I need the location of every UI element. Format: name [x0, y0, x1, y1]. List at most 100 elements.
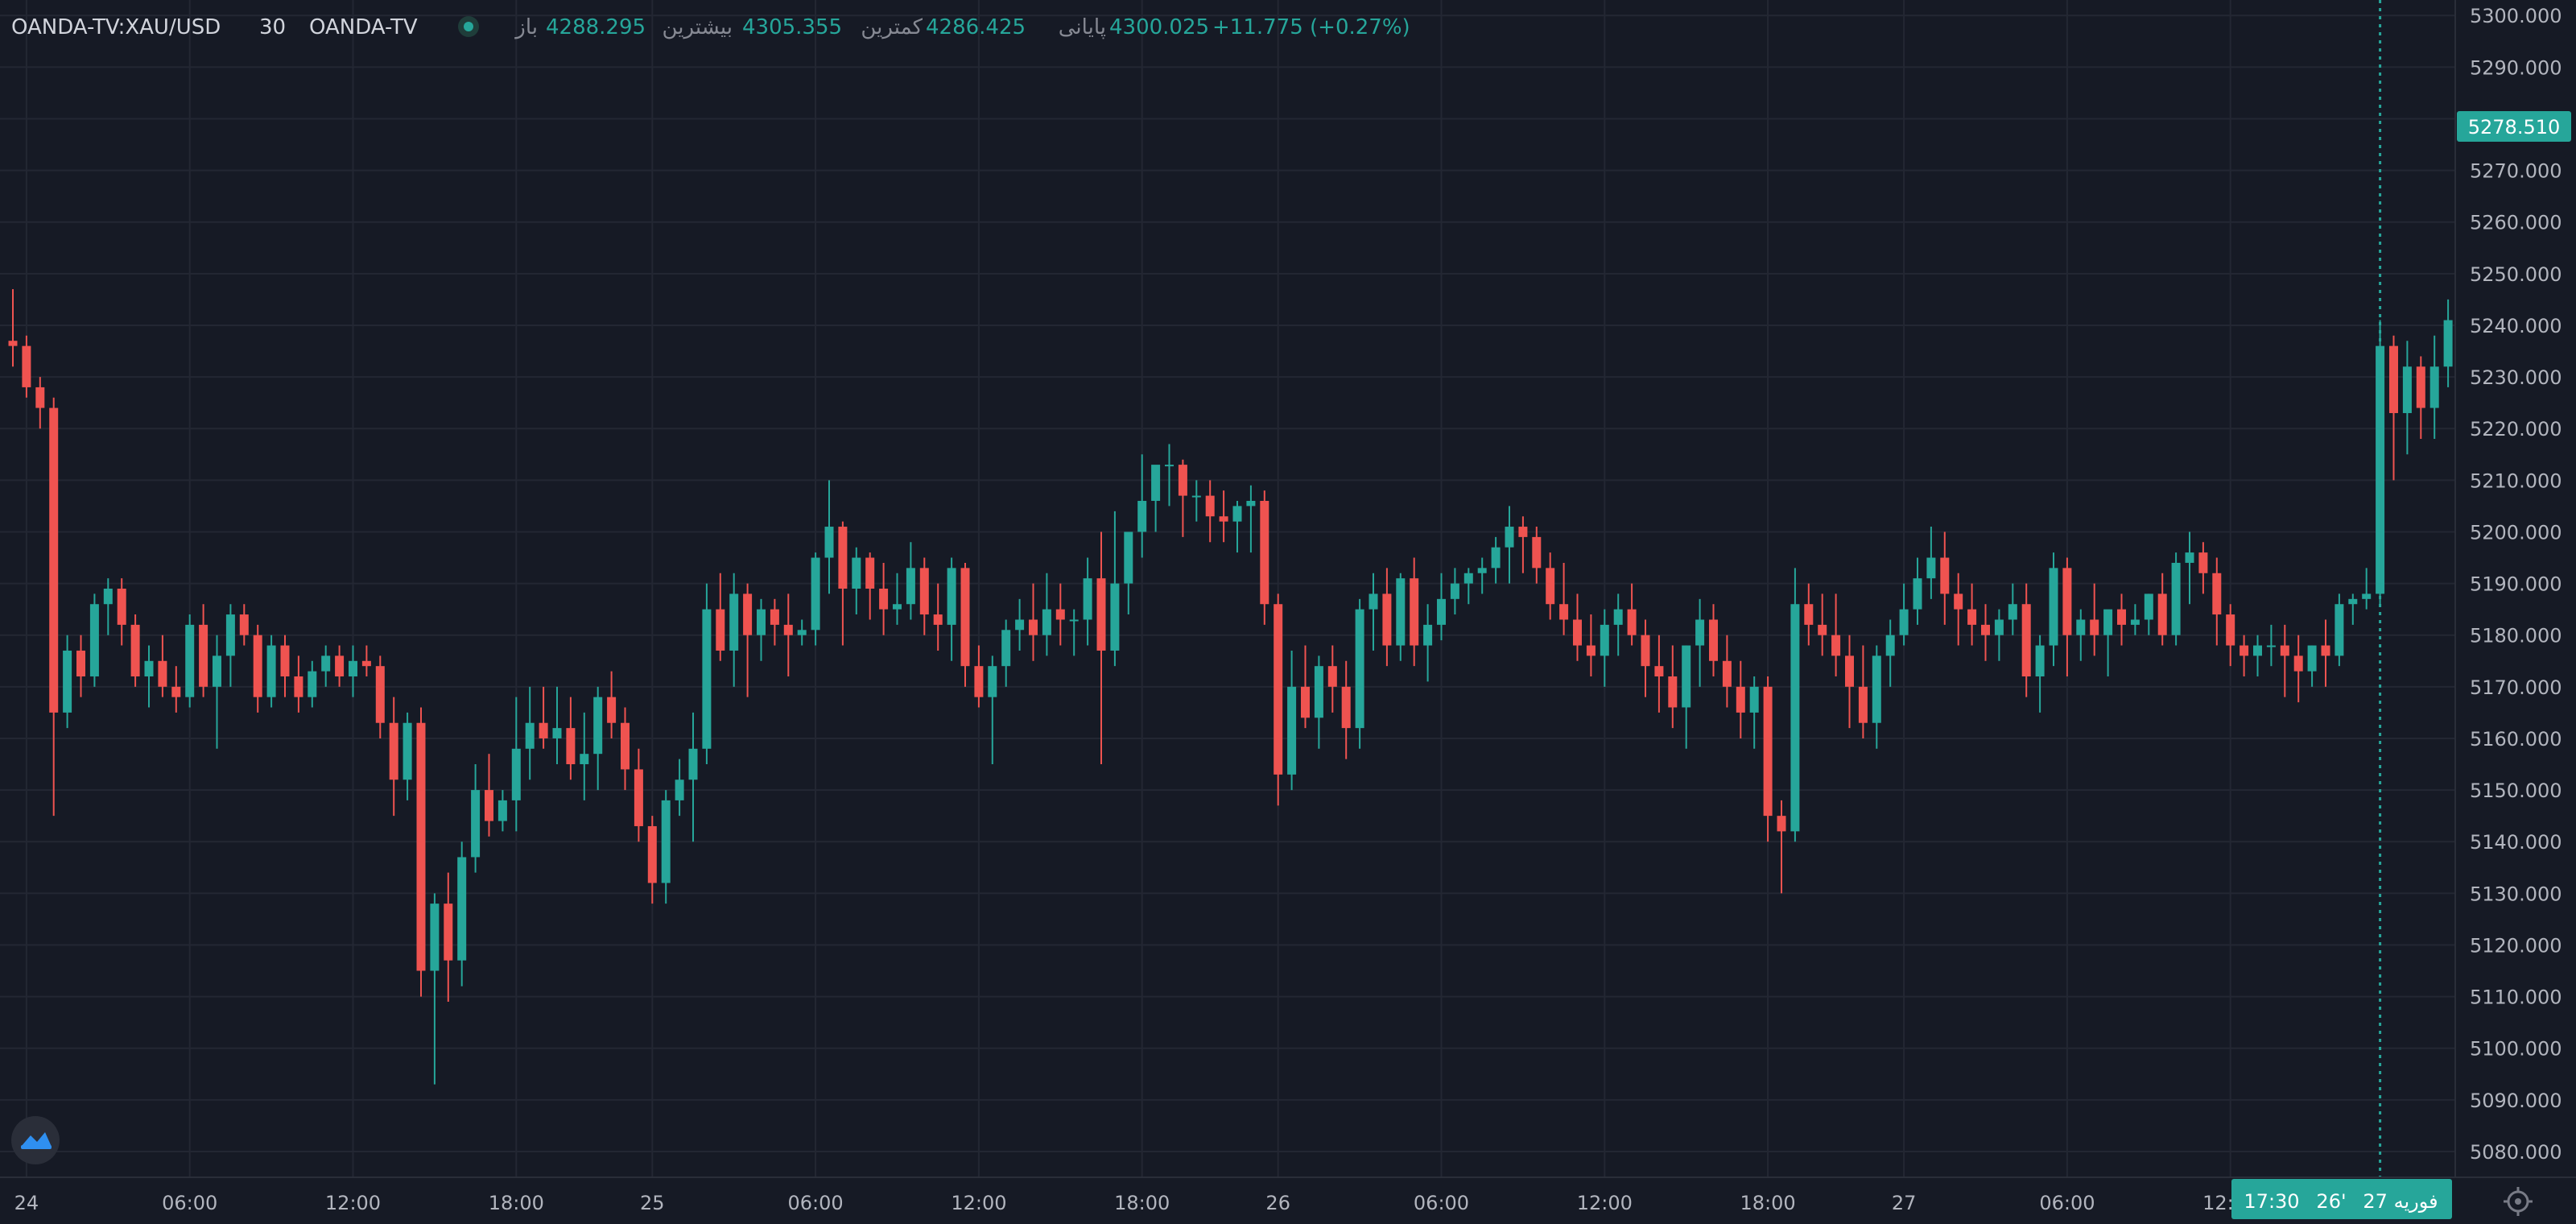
candle[interactable]: [1872, 645, 1881, 749]
candle[interactable]: [1491, 536, 1501, 584]
candle[interactable]: [1790, 568, 1800, 842]
candle[interactable]: [1831, 593, 1841, 677]
candle[interactable]: [1586, 614, 1596, 677]
candle[interactable]: [1219, 490, 1228, 543]
candle[interactable]: [1341, 660, 1351, 759]
candle[interactable]: [1191, 480, 1201, 522]
candle[interactable]: [1858, 645, 1868, 738]
candle[interactable]: [1736, 660, 1745, 738]
candle[interactable]: [280, 635, 290, 697]
candle[interactable]: [1437, 573, 1446, 641]
candle[interactable]: [879, 562, 889, 635]
candle[interactable]: [266, 635, 276, 708]
candle[interactable]: [716, 573, 725, 661]
candle[interactable]: [702, 583, 712, 765]
candle[interactable]: [1314, 655, 1323, 749]
candle[interactable]: [2062, 557, 2072, 677]
candle[interactable]: [171, 666, 181, 713]
candle[interactable]: [634, 748, 643, 842]
price-axis[interactable]: [2455, 0, 2576, 1177]
candle[interactable]: [158, 635, 167, 697]
candle[interactable]: [906, 542, 915, 620]
candle[interactable]: [1015, 598, 1025, 651]
time-axis[interactable]: [0, 1177, 2576, 1224]
candle[interactable]: [8, 289, 18, 367]
candle[interactable]: [1274, 593, 1283, 806]
candle[interactable]: [430, 893, 440, 1085]
candle[interactable]: [607, 671, 617, 738]
candle[interactable]: [824, 480, 834, 594]
candle[interactable]: [1368, 573, 1378, 651]
candle[interactable]: [308, 660, 317, 708]
candle[interactable]: [1818, 593, 1827, 656]
candle[interactable]: [933, 583, 943, 651]
candle[interactable]: [213, 635, 221, 749]
candle[interactable]: [2416, 356, 2425, 440]
candle[interactable]: [444, 872, 453, 1002]
candle[interactable]: [647, 816, 657, 904]
candle[interactable]: [1613, 593, 1623, 656]
candle[interactable]: [1355, 598, 1364, 749]
symbol-label[interactable]: OANDA-TV:XAU/USD: [11, 15, 221, 39]
candle[interactable]: [797, 619, 807, 646]
gear-icon[interactable]: [2504, 1187, 2533, 1216]
candle[interactable]: [1327, 645, 1337, 713]
candle[interactable]: [416, 707, 426, 997]
candle[interactable]: [1532, 527, 1542, 584]
candle[interactable]: [2008, 583, 2017, 635]
candle[interactable]: [1205, 480, 1215, 543]
candle[interactable]: [1994, 609, 2004, 661]
candle[interactable]: [893, 573, 902, 625]
candle[interactable]: [253, 624, 262, 713]
candle[interactable]: [2144, 593, 2153, 635]
candle[interactable]: [1518, 516, 1528, 573]
candle[interactable]: [1137, 454, 1147, 558]
candle[interactable]: [729, 573, 739, 687]
candle[interactable]: [1382, 568, 1392, 667]
candle[interactable]: [1232, 500, 1242, 553]
candle[interactable]: [1749, 676, 1759, 749]
candle[interactable]: [1260, 490, 1269, 625]
candle[interactable]: [76, 635, 85, 697]
candle[interactable]: [865, 552, 875, 620]
candle[interactable]: [1069, 609, 1079, 656]
candle[interactable]: [1396, 573, 1406, 661]
candle[interactable]: [2334, 593, 2344, 667]
candle[interactable]: [1940, 531, 1950, 625]
candle[interactable]: [988, 655, 997, 765]
candle[interactable]: [225, 604, 235, 687]
candle[interactable]: [757, 598, 766, 661]
candle[interactable]: [199, 604, 208, 697]
candle[interactable]: [1083, 557, 1092, 646]
candle[interactable]: [2321, 619, 2330, 687]
candle[interactable]: [321, 645, 331, 687]
candle[interactable]: [471, 764, 481, 873]
candle[interactable]: [1110, 511, 1120, 667]
candle[interactable]: [1885, 619, 1895, 687]
candle[interactable]: [2293, 635, 2303, 703]
candle[interactable]: [457, 842, 467, 986]
candle[interactable]: [2090, 583, 2099, 656]
candle[interactable]: [947, 557, 956, 661]
candle[interactable]: [2130, 604, 2140, 635]
candle[interactable]: [2198, 542, 2208, 594]
candle[interactable]: [1926, 527, 1936, 599]
interval-label[interactable]: 30: [259, 15, 286, 39]
candle[interactable]: [1722, 635, 1732, 708]
candle[interactable]: [2185, 531, 2194, 605]
candle[interactable]: [743, 583, 753, 697]
candle[interactable]: [2266, 624, 2276, 667]
candle[interactable]: [566, 697, 576, 780]
candle[interactable]: [2402, 341, 2412, 455]
candle[interactable]: [2443, 299, 2453, 387]
candle[interactable]: [1559, 562, 1569, 635]
candle[interactable]: [1029, 583, 1038, 661]
candle[interactable]: [1654, 635, 1664, 713]
candle[interactable]: [1627, 583, 1637, 646]
candle[interactable]: [22, 335, 31, 398]
candle[interactable]: [1804, 583, 1814, 646]
candle[interactable]: [1042, 573, 1051, 656]
candle[interactable]: [239, 604, 249, 646]
candle[interactable]: [2253, 635, 2262, 677]
